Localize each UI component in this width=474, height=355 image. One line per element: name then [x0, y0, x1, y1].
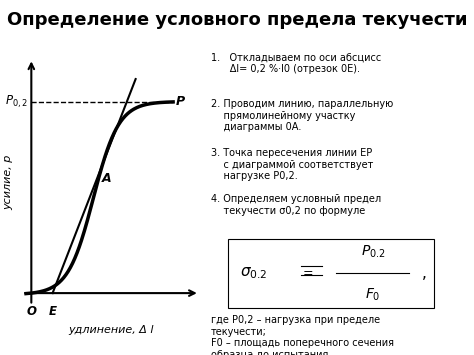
Text: усилие, р: усилие, р [3, 154, 13, 210]
Text: $P_{0.2}$: $P_{0.2}$ [361, 244, 385, 260]
Text: 1.   Откладываем по оси абсцисс
      Δl= 0,2 %·l0 (отрезок 0E).: 1. Откладываем по оси абсцисс Δl= 0,2 %·… [211, 53, 382, 74]
Text: 2. Проводим линию, параллельную
    прямолинейному участку
    диаграммы 0А.: 2. Проводим линию, параллельную прямолин… [211, 99, 393, 132]
Text: $=$: $=$ [300, 265, 313, 278]
Text: O: O [27, 305, 36, 318]
Text: P: P [176, 95, 185, 108]
Text: A: A [102, 171, 112, 185]
Text: удлинение, Δ l: удлинение, Δ l [68, 325, 154, 335]
Text: 4. Определяем условный предел
    текучести σ0,2 по формуле: 4. Определяем условный предел текучести … [211, 194, 381, 216]
Text: Определение условного предела текучести: Определение условного предела текучести [7, 11, 467, 29]
Text: $\mathit{P_{0,2}}$: $\mathit{P_{0,2}}$ [5, 94, 28, 110]
Text: E: E [49, 305, 56, 318]
Text: 3. Точка пересечения линии ЕР
    с диаграммой соответствует
    нагрузке Р0,2.: 3. Точка пересечения линии ЕР с диаграмм… [211, 148, 374, 181]
Text: $F_0$: $F_0$ [365, 287, 381, 303]
Text: ,: , [422, 266, 427, 281]
Text: где Р0,2 – нагрузка при пределе
текучести;
F0 – площадь поперечного сечения
обра: где Р0,2 – нагрузка при пределе текучест… [211, 315, 394, 355]
FancyBboxPatch shape [228, 239, 434, 308]
Text: $\sigma_{0.2}$: $\sigma_{0.2}$ [240, 266, 267, 281]
